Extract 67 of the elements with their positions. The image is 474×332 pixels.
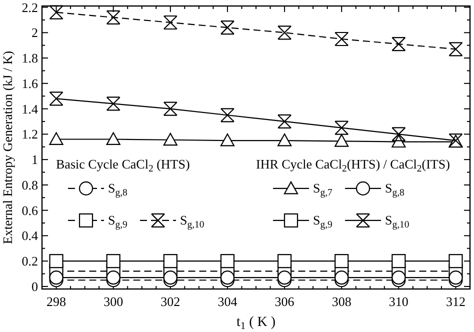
point xyxy=(334,270,349,285)
point xyxy=(49,270,64,285)
y-tick-label: 0.2 xyxy=(22,254,38,269)
point xyxy=(163,102,178,116)
y-tick-label: 1.6 xyxy=(22,76,38,91)
y-tick-label: 0 xyxy=(32,278,38,294)
x-tick-label: 300 xyxy=(104,294,124,309)
y-tick-label: 1.4 xyxy=(22,101,38,116)
point xyxy=(163,132,178,146)
point xyxy=(334,120,349,135)
point xyxy=(277,26,292,40)
point xyxy=(448,254,463,268)
y-tick-label: 0.4 xyxy=(22,228,38,244)
point xyxy=(392,270,406,285)
y-tick-label: 1 xyxy=(32,152,38,168)
point xyxy=(392,127,406,142)
x-tick-label: 312 xyxy=(446,294,466,309)
point xyxy=(49,254,64,268)
y-tick-label: 2.2 xyxy=(22,0,38,15)
x-axis-title: t$_{1}$ ( K ) xyxy=(236,315,276,332)
y-tick-label: 1.2 xyxy=(22,126,38,142)
x-tick-label: 302 xyxy=(160,294,180,309)
point xyxy=(49,92,64,106)
point xyxy=(334,32,349,46)
point xyxy=(277,270,292,285)
point xyxy=(392,254,406,268)
x-tick-label: 308 xyxy=(332,294,352,309)
legend-label: S$_{g,7}$ xyxy=(313,180,333,198)
x-tick-label: 306 xyxy=(274,294,295,309)
point xyxy=(334,254,349,268)
point xyxy=(106,254,120,268)
y-axis-title: External Entropy Generation (kJ / K) xyxy=(0,50,15,244)
point xyxy=(49,132,64,145)
point xyxy=(106,10,120,24)
legend-label: S$_{g,8}$ xyxy=(108,180,128,198)
point xyxy=(448,270,463,285)
point xyxy=(277,133,292,146)
point xyxy=(277,114,292,129)
point xyxy=(220,270,235,285)
legend-label: S$_{g,10}$ xyxy=(180,212,204,230)
legend-label: S$_{g,10}$ xyxy=(385,212,410,230)
point xyxy=(220,133,235,146)
annotation: IHR Cycle CaCl$_{2}$(HTS) / CaCl$_{2}$(ITS) xyxy=(256,156,450,174)
point xyxy=(220,254,235,268)
y-tick-label: 0.8 xyxy=(22,177,38,192)
point xyxy=(163,270,178,285)
y-tick-label: 2 xyxy=(32,25,38,40)
point xyxy=(163,254,178,268)
legend-label: S$_{g,9}$ xyxy=(108,212,128,230)
point xyxy=(392,37,406,52)
y-tick-label: 1.8 xyxy=(22,50,38,66)
x-tick-label: 304 xyxy=(218,294,238,309)
point xyxy=(220,108,235,122)
point xyxy=(163,15,178,30)
point xyxy=(334,134,349,147)
x-tick-label: 310 xyxy=(388,294,408,309)
y-tick-label: 0.6 xyxy=(22,202,38,218)
point xyxy=(220,20,235,35)
x-tick-label: 298 xyxy=(46,294,66,309)
point xyxy=(106,270,120,285)
annotation: Basic Cycle CaCl$_{2}$ (HTS) xyxy=(56,156,190,174)
point xyxy=(106,96,120,111)
legend-label: S$_{g,9}$ xyxy=(313,212,333,230)
point xyxy=(106,132,120,145)
legend-label: S$_{g,8}$ xyxy=(385,180,405,198)
point xyxy=(277,254,292,268)
point xyxy=(392,134,406,148)
